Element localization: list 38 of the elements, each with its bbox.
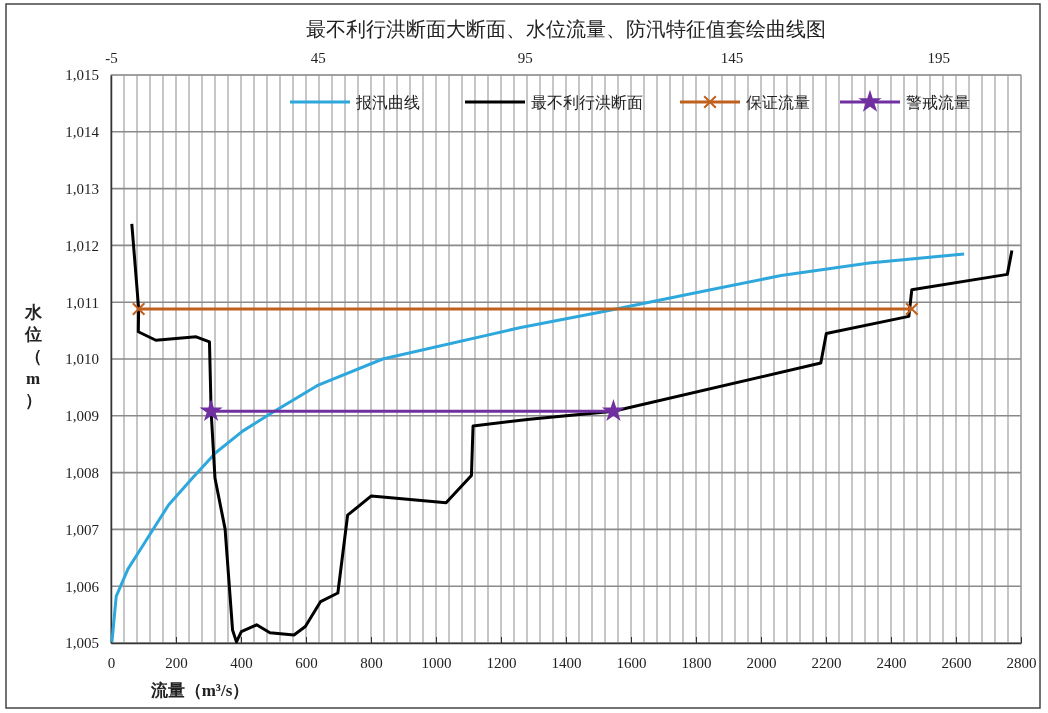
x2-tick-label: 195 [927, 50, 951, 66]
y-axis-title: 水位（m） [23, 303, 43, 410]
legend-label: 报汛曲线 [355, 94, 420, 111]
x2-tick-label: 95 [517, 50, 533, 66]
x-tick-label: 1400 [551, 654, 582, 671]
y-tick-label: 1,007 [65, 521, 100, 538]
x-tick-label: 2000 [746, 654, 777, 671]
y-tick-label: 1,014 [65, 124, 100, 141]
x-tick-label: 800 [360, 654, 383, 671]
legend-label: 保证流量 [746, 94, 810, 111]
x-tick-label: 400 [230, 654, 253, 671]
x-tick-label: 2600 [941, 654, 972, 671]
x-tick-label: 2800 [1006, 654, 1037, 671]
x2-tick-label: 45 [310, 50, 326, 66]
x-tick-label: 600 [295, 654, 318, 671]
x-tick-label: 2400 [876, 654, 907, 671]
legend-label: 最不利行洪断面 [531, 94, 643, 111]
x-tick-label: 2200 [811, 654, 842, 671]
x-tick-label: 1600 [616, 654, 647, 671]
x2-tick-label: 145 [720, 50, 744, 66]
y-tick-label: 1,011 [65, 294, 99, 311]
x2-tick-label: -5 [105, 50, 118, 66]
y-tick-label: 1,005 [65, 635, 99, 652]
y-tick-label: 1,010 [65, 351, 99, 368]
chart-title: 最不利行洪断面大断面、水位流量、防汛特征值套绘曲线图 [306, 18, 826, 40]
x-tick-label: 1200 [486, 654, 517, 671]
x-tick-label: 1800 [681, 654, 712, 671]
y-tick-label: 1,008 [65, 464, 99, 481]
legend-label: 警戒流量 [906, 94, 970, 111]
y-tick-label: 1,013 [65, 180, 99, 197]
y-tick-label: 1,015 [65, 67, 99, 84]
y-tick-label: 1,012 [65, 237, 99, 254]
y-tick-label: 1,006 [65, 578, 100, 595]
x-tick-label: 200 [165, 654, 188, 671]
x-tick-label: 0 [107, 654, 116, 671]
x-axis-title: 流量（m³/s） [149, 681, 250, 700]
y-tick-label: 1,009 [65, 408, 99, 425]
x-tick-label: 1000 [421, 654, 452, 671]
